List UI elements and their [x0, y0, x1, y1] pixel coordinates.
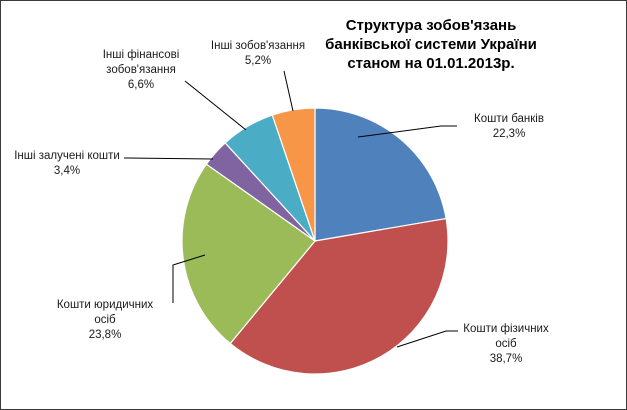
data-labels-layer: Кошти банків 22,3% Кошти фізичних осіб 38,7%…: [14, 40, 549, 365]
leader-lines-layer: [123, 70, 458, 348]
chart-title-line-3: станом на 01.01.2013р.: [347, 55, 514, 72]
data-label-2: Кошти юридичних осіб 23,8%: [57, 299, 154, 341]
data-label-percent: 23,8%: [89, 329, 122, 341]
leader-line-2: [172, 254, 206, 303]
leader-line-3: [123, 157, 214, 160]
data-label-percent: 3,4%: [54, 165, 80, 177]
pie-slice-1: [229, 217, 449, 375]
data-label-5: Інші зобов'язання 5,2%: [211, 40, 305, 67]
chart-title-line-2: банківської системи України: [325, 36, 537, 53]
data-label-1: Кошти фізичних осіб 38,7%: [463, 323, 549, 365]
data-label-name: Кошти фізичних: [463, 323, 549, 335]
data-label-percent: 5,2%: [245, 55, 271, 67]
data-label-name: Інші залучені кошти: [14, 150, 120, 162]
data-label-name: Інші зобов'язання: [211, 40, 305, 52]
data-label-4: Інші фінансові зобов'язання 6,6%: [103, 49, 180, 91]
data-label-3: Інші залучені кошти 3,4%: [14, 150, 120, 177]
data-label-name: Інші фінансові: [103, 49, 180, 61]
data-label-percent: 22,3%: [493, 128, 526, 140]
leader-line-4: [184, 80, 247, 131]
leader-line-1: [396, 330, 458, 348]
slices-layer: [181, 107, 449, 375]
data-label-percent: 38,7%: [490, 353, 523, 365]
chart-title: Структура зобов'язань банківської систем…: [325, 17, 537, 72]
pie-slice-0: [314, 107, 447, 242]
data-label-name: осіб: [495, 338, 517, 350]
data-label-0: Кошти банків 22,3%: [474, 113, 544, 140]
data-label-name: Кошти юридичних: [57, 299, 154, 311]
data-label-percent: 6,6%: [128, 79, 154, 91]
leader-line-0: [357, 125, 457, 138]
chart-title-line-1: Структура зобов'язань: [346, 17, 517, 34]
data-label-name: Кошти банків: [474, 113, 544, 125]
data-label-name: осіб: [94, 314, 116, 326]
leader-line-5: [283, 70, 294, 112]
pie-slice-2: [181, 163, 316, 345]
pie-slice-5: [271, 107, 316, 242]
data-label-name: зобов'язання: [106, 64, 176, 76]
